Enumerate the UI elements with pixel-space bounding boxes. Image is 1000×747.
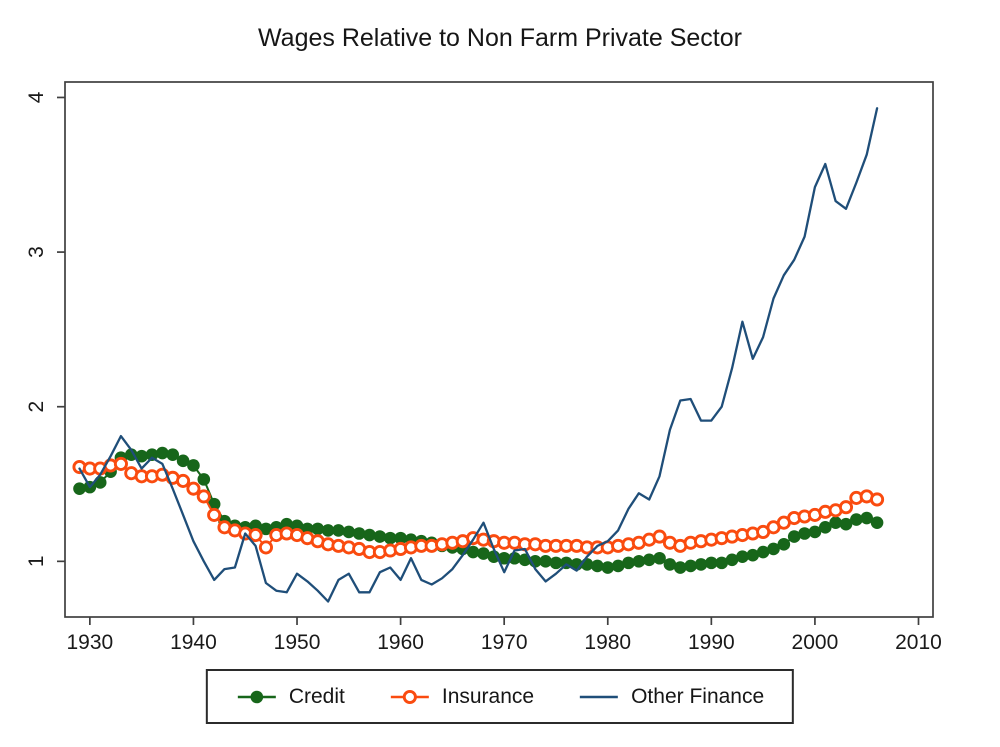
x-tick-label: 2010: [895, 631, 942, 654]
marker-filled-circle: [694, 558, 708, 571]
marker-open-circle: [113, 456, 128, 471]
marker-filled-circle: [818, 521, 832, 534]
marker-filled-circle: [777, 538, 791, 551]
marker-filled-circle: [591, 559, 604, 573]
marker-filled-circle: [187, 459, 200, 472]
legend: Credit Insurance Other Finance: [205, 669, 795, 724]
legend-label-credit: Credit: [288, 684, 345, 708]
marker-open-circle: [207, 507, 222, 522]
marker-filled-circle: [756, 545, 770, 559]
x-tick-label: 1980: [584, 631, 631, 654]
legend-entry-insurance: Insurance: [389, 685, 534, 709]
marker-filled-circle: [332, 524, 345, 537]
marker-filled-circle: [601, 561, 615, 574]
marker-filled-circle: [497, 551, 511, 565]
marker-filled-circle: [166, 448, 180, 461]
marker-filled-circle: [829, 516, 842, 529]
marker-filled-circle: [394, 531, 407, 545]
marker-filled-circle: [860, 511, 874, 525]
marker-filled-circle: [653, 551, 666, 565]
marker-filled-circle: [93, 476, 107, 489]
marker-open-circle: [838, 500, 854, 515]
x-tick-label: 1970: [481, 631, 528, 654]
legend-label-other-finance: Other Finance: [631, 684, 765, 708]
marker-filled-circle: [342, 525, 356, 539]
marker-filled-circle: [715, 556, 728, 570]
marker-filled-circle: [767, 542, 780, 556]
marker-filled-circle: [798, 527, 811, 540]
x-tick-label: 1960: [377, 631, 424, 654]
marker-filled-circle: [363, 528, 376, 542]
marker-filled-circle: [673, 561, 687, 574]
marker-filled-circle: [311, 522, 325, 536]
marker-filled-circle: [466, 545, 480, 559]
y-tick-label: 1: [25, 555, 48, 567]
x-tick-label: 1930: [66, 631, 113, 654]
marker-filled-circle: [176, 454, 190, 468]
marker-filled-circle: [725, 553, 739, 567]
other-finance-line-icon: [580, 695, 619, 698]
marker-filled-circle: [477, 547, 490, 560]
marker-filled-circle: [808, 525, 822, 539]
marker-filled-circle: [611, 559, 625, 573]
marker-open-circle: [248, 527, 263, 543]
x-tick-label: 1940: [170, 631, 217, 654]
legend-entry-other-finance: Other Finance: [578, 685, 764, 709]
marker-open-circle: [196, 489, 211, 504]
marker-filled-circle: [73, 482, 86, 495]
marker-filled-circle: [839, 517, 853, 531]
marker-filled-circle: [383, 531, 397, 545]
marker-filled-circle: [373, 530, 387, 543]
marker-filled-circle: [632, 555, 646, 568]
marker-filled-circle: [259, 522, 273, 536]
x-tick-label: 1990: [688, 631, 735, 654]
plot-frame: [64, 81, 934, 618]
marker-open-circle: [186, 481, 201, 496]
legend-entry-credit: Credit: [236, 685, 345, 709]
marker-filled-circle: [549, 556, 563, 570]
insurance-open-circle-icon: [390, 689, 429, 704]
marker-open-circle: [870, 492, 885, 507]
y-tick-label: 4: [25, 91, 48, 103]
marker-filled-circle: [156, 446, 169, 460]
marker-filled-circle: [145, 448, 159, 461]
y-tick-label: 2: [25, 401, 48, 413]
marker-filled-circle: [787, 530, 801, 543]
marker-filled-circle: [705, 556, 718, 570]
legend-label-insurance: Insurance: [441, 684, 535, 708]
marker-open-circle: [176, 473, 191, 488]
marker-filled-circle: [539, 555, 552, 568]
credit-filled-circle-icon: [237, 690, 276, 703]
marker-filled-circle: [746, 548, 760, 562]
marker-filled-circle: [642, 553, 656, 567]
marker-filled-circle: [684, 559, 697, 573]
marker-filled-circle: [850, 513, 863, 526]
marker-open-circle: [258, 540, 273, 555]
x-tick-label: 2000: [792, 631, 839, 654]
marker-filled-circle: [736, 550, 749, 563]
chart-title: Wages Relative to Non Farm Private Secto…: [258, 24, 742, 52]
marker-filled-circle: [870, 516, 884, 529]
marker-filled-circle: [622, 556, 635, 570]
y-tick-label: 3: [25, 246, 48, 258]
marker-filled-circle: [321, 524, 335, 537]
marker-filled-circle: [135, 449, 148, 463]
series-line-other-finance: [78, 107, 879, 603]
x-tick-label: 1950: [274, 631, 321, 654]
marker-filled-circle: [197, 473, 211, 486]
marker-filled-circle: [663, 558, 677, 571]
marker-filled-circle: [352, 527, 366, 540]
marker-open-circle: [652, 529, 667, 544]
